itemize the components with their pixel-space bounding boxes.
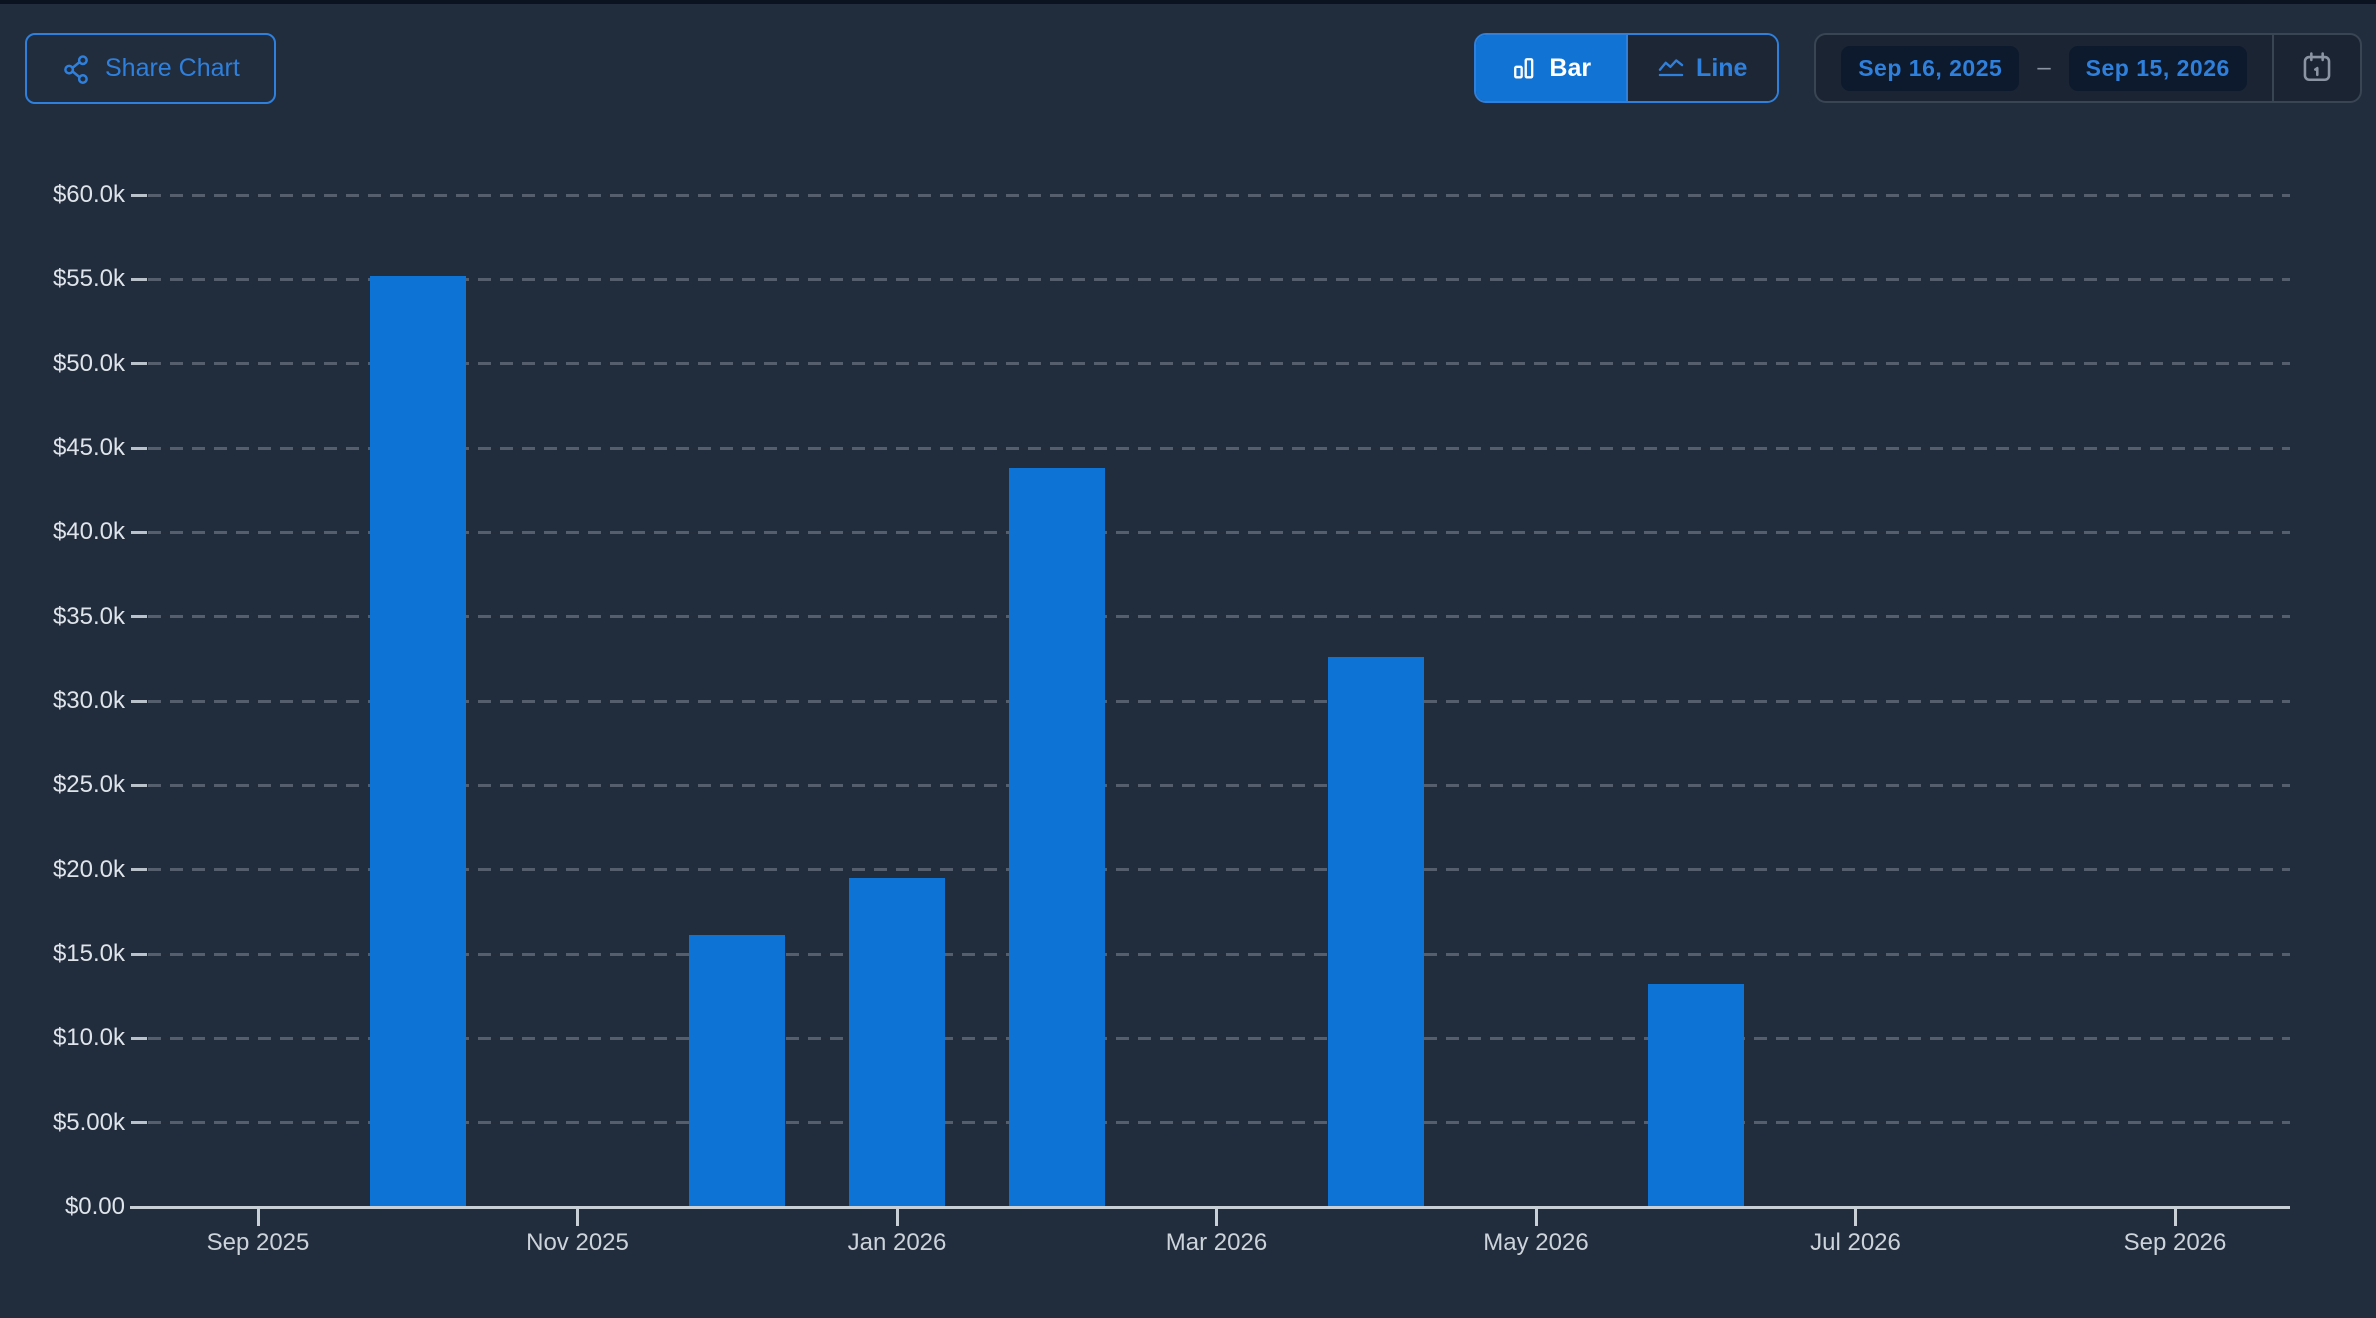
y-axis-tick bbox=[131, 446, 147, 450]
gridline bbox=[148, 952, 2290, 956]
date-end-pill[interactable]: Sep 15, 2026 bbox=[2068, 45, 2247, 91]
y-axis-label: $45.0k bbox=[52, 434, 125, 461]
bar-apr-2026[interactable] bbox=[1328, 657, 1425, 1207]
y-axis-tick bbox=[131, 868, 147, 872]
y-axis-tick bbox=[131, 362, 147, 366]
y-axis-tick bbox=[131, 952, 147, 956]
y-axis-label: $5.00k bbox=[52, 1108, 125, 1136]
view-toggle: Bar Line bbox=[1474, 33, 1779, 103]
y-axis-label: $20.0k bbox=[52, 855, 125, 883]
y-axis-labels: $0.00 $5.00k $10.0k $15.0k $20.0k $25.0k $30.0… bbox=[0, 181, 125, 1220]
bar-dec-2025[interactable] bbox=[689, 935, 786, 1207]
y-axis-label: $60.0k bbox=[52, 181, 125, 208]
x-axis-tick bbox=[1854, 1209, 1857, 1226]
plot-area: Sep 2025 Nov 2025 Jan 2026 Mar 2026 May 2026… bbox=[130, 193, 2290, 1256]
x-axis-label: Jan 2026 bbox=[847, 1229, 947, 1256]
y-axis-tick bbox=[131, 530, 147, 534]
bar-jan-2026[interactable] bbox=[849, 878, 945, 1207]
x-axis-label: Nov 2025 bbox=[526, 1229, 629, 1256]
gridline bbox=[148, 615, 2290, 619]
gridline bbox=[148, 530, 2290, 534]
share-icon bbox=[61, 54, 91, 84]
y-axis-label: $25.0k bbox=[52, 771, 125, 799]
gridline bbox=[148, 193, 2290, 197]
x-axis-tick bbox=[1215, 1209, 1218, 1226]
gridline bbox=[148, 446, 2290, 450]
y-axis-tick bbox=[131, 783, 147, 787]
x-axis-label: May 2026 bbox=[1483, 1229, 1589, 1256]
y-axis-label: $10.0k bbox=[52, 1024, 125, 1052]
y-axis-label: $40.0k bbox=[52, 518, 125, 546]
gridline bbox=[148, 868, 2290, 872]
y-axis-tick bbox=[131, 277, 147, 281]
gridline bbox=[148, 277, 2290, 281]
gridline bbox=[148, 1036, 2290, 1040]
y-axis-tick bbox=[131, 615, 147, 619]
x-axis-tick bbox=[1534, 1209, 1538, 1226]
x-axis-tick bbox=[576, 1209, 579, 1226]
y-axis-label: $55.0k bbox=[52, 265, 125, 293]
x-axis-label: Sep 2025 bbox=[206, 1229, 310, 1256]
top-strip bbox=[0, 0, 2376, 4]
x-axis-tick bbox=[256, 1209, 260, 1226]
x-axis-line bbox=[130, 1205, 2290, 1209]
y-axis-tick bbox=[131, 1121, 147, 1125]
y-axis-label: $50.0k bbox=[52, 349, 125, 377]
toggle-bar-button[interactable]: Bar bbox=[1476, 35, 1626, 101]
toggle-line-button[interactable]: Line bbox=[1625, 35, 1777, 101]
y-axis-label: $15.0k bbox=[52, 940, 125, 967]
x-axis-tick bbox=[2173, 1209, 2177, 1226]
calendar-icon bbox=[2300, 50, 2334, 87]
y-axis-tick bbox=[131, 699, 147, 703]
line-chart-icon bbox=[1657, 54, 1685, 82]
x-axis-label: Mar 2026 bbox=[1165, 1229, 1268, 1256]
toggle-bar-label: Bar bbox=[1549, 53, 1592, 82]
share-chart-button[interactable]: Share Chart bbox=[25, 33, 276, 104]
share-chart-label: Share Chart bbox=[105, 54, 240, 82]
y-axis-tick bbox=[131, 1036, 147, 1040]
date-range-separator: – bbox=[2037, 54, 2051, 81]
date-start-pill[interactable]: Sep 16, 2025 bbox=[1841, 45, 2020, 91]
date-range-values: Sep 16, 2025 – Sep 15, 2026 bbox=[1816, 35, 2272, 101]
x-axis-tick bbox=[895, 1209, 899, 1226]
gridline bbox=[148, 699, 2290, 703]
gridline bbox=[148, 783, 2290, 787]
y-axis-label: $30.0k bbox=[52, 687, 125, 714]
bar-jun-2026[interactable] bbox=[1647, 984, 1744, 1207]
toggle-line-label: Line bbox=[1696, 53, 1748, 82]
x-axis-label: Sep 2026 bbox=[2123, 1229, 2227, 1256]
y-axis-label: $35.0k bbox=[52, 602, 125, 630]
y-axis-label: $0.00 bbox=[64, 1193, 125, 1220]
y-axis-tick bbox=[131, 193, 147, 197]
gridline bbox=[148, 362, 2290, 366]
x-axis-label: Jul 2026 bbox=[1810, 1229, 1901, 1256]
bar-feb-2026[interactable] bbox=[1008, 468, 1105, 1207]
calendar-button[interactable] bbox=[2272, 35, 2360, 101]
bar-oct-2025[interactable] bbox=[369, 275, 466, 1207]
bar-chart-icon bbox=[1510, 54, 1538, 82]
date-range-picker: Sep 16, 2025 – Sep 15, 2026 bbox=[1814, 33, 2362, 103]
gridline bbox=[148, 1121, 2290, 1125]
